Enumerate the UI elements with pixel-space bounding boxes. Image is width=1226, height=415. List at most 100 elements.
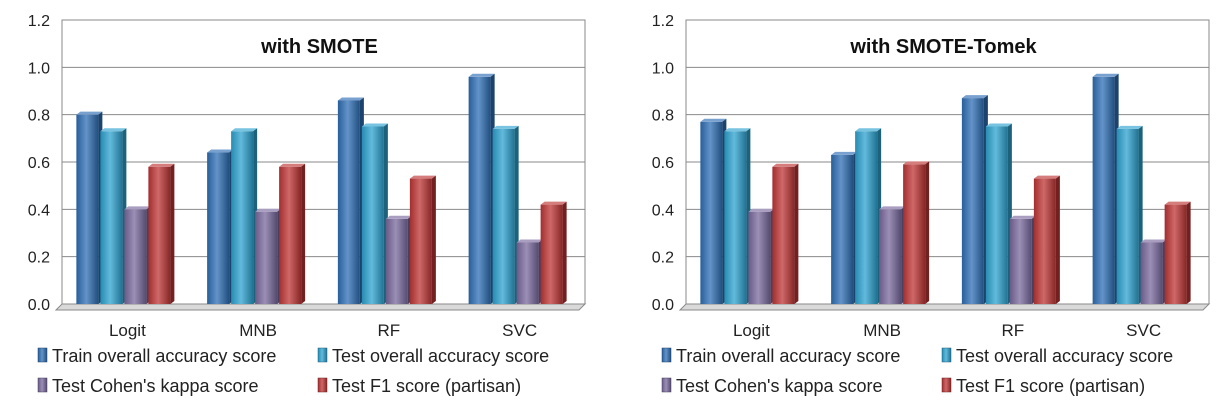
- legend-swatch: [661, 347, 672, 363]
- bar-top: [207, 149, 234, 153]
- chart-floor: [678, 303, 1211, 311]
- bar-rf-series-1: [961, 95, 988, 304]
- bar-face: [903, 164, 926, 304]
- x-tick-label: SVC: [1126, 321, 1161, 340]
- y-tick-label: 0.6: [652, 155, 674, 172]
- legend-item-4: Test F1 score (partisan): [941, 376, 1145, 396]
- bar-top: [1092, 73, 1119, 77]
- bar-rf-series-3: [385, 215, 412, 304]
- bar-face: [961, 98, 984, 304]
- bar-top: [1033, 175, 1060, 179]
- bar-face: [748, 211, 771, 304]
- bar-side: [301, 163, 306, 304]
- bar-svc-series-2: [1116, 125, 1143, 304]
- bar-face: [255, 211, 278, 304]
- bar-rf-series-3: [1009, 215, 1036, 304]
- bar-face: [385, 218, 408, 304]
- bar-top: [231, 128, 258, 132]
- bar-mnb-series-2: [855, 128, 882, 304]
- bar-logit-series-1: [76, 111, 103, 305]
- legend-item-2: Test overall accuracy score: [941, 346, 1173, 366]
- bar-rf-series-4: [409, 175, 436, 304]
- x-tick-label: Logit: [733, 321, 770, 340]
- legend-item-3: Test Cohen's kappa score: [37, 376, 259, 396]
- bar-side: [170, 163, 175, 304]
- bar-face: [100, 131, 123, 304]
- bar-top: [540, 201, 567, 205]
- bar-face: [540, 204, 563, 304]
- bar-svc-series-3: [1140, 239, 1167, 304]
- bar-top: [855, 128, 882, 132]
- bar-top: [76, 111, 103, 115]
- bar-top: [409, 175, 436, 179]
- legend-label: Test Cohen's kappa score: [52, 376, 259, 396]
- bar-top: [492, 125, 519, 129]
- bar-face: [1140, 242, 1163, 304]
- bar-rf-series-2: [361, 123, 388, 304]
- legend-swatch: [661, 377, 672, 393]
- bar-top: [516, 239, 543, 243]
- y-tick-label: 1.2: [28, 13, 50, 30]
- bar-top: [148, 163, 175, 167]
- chart-title: with SMOTE-Tomek: [849, 36, 1037, 58]
- bar-svc-series-3: [516, 239, 543, 304]
- bar-top: [724, 128, 751, 132]
- legend-swatch: [941, 347, 952, 363]
- bar-top: [255, 208, 282, 212]
- y-tick-label: 1.2: [652, 13, 674, 30]
- bar-rf-series-1: [337, 97, 364, 304]
- bar-top: [337, 97, 364, 101]
- bar-top: [903, 161, 930, 165]
- legend-swatch: [317, 377, 328, 393]
- bar-face: [1164, 204, 1187, 304]
- x-tick-label: RF: [378, 321, 401, 340]
- y-tick-label: 1.0: [652, 60, 674, 77]
- bar-face: [1009, 218, 1032, 304]
- legend-swatch: [37, 377, 48, 393]
- legend-item-1: Train overall accuracy score: [37, 346, 276, 366]
- bar-mnb-series-1: [207, 149, 234, 304]
- bar-face: [831, 154, 854, 304]
- bar-logit-series-4: [148, 163, 175, 304]
- bar-face: [361, 126, 384, 304]
- y-tick-label: 0.2: [28, 250, 50, 267]
- bar-top: [961, 95, 988, 99]
- bar-mnb-series-4: [279, 163, 306, 304]
- legend-item-2: Test overall accuracy score: [317, 346, 549, 366]
- bar-top: [1009, 215, 1036, 219]
- legend-item-3: Test Cohen's kappa score: [661, 376, 883, 396]
- y-tick-label: 0.4: [652, 202, 674, 219]
- bar-top: [879, 206, 906, 210]
- legend-swatch: [317, 347, 328, 363]
- y-tick-label: 0.0: [652, 297, 674, 314]
- bar-logit-series-2: [724, 128, 751, 304]
- bar-face: [985, 126, 1008, 304]
- bar-logit-series-3: [124, 206, 151, 304]
- bar-logit-series-3: [748, 208, 775, 304]
- bar-face: [700, 121, 723, 305]
- legend-swatch: [941, 377, 952, 393]
- bar-face: [124, 209, 147, 304]
- bar-logit-series-4: [772, 163, 799, 304]
- y-tick-label: 1.0: [28, 60, 50, 77]
- x-tick-label: MNB: [863, 321, 901, 340]
- y-tick-label: 0.8: [652, 108, 674, 125]
- bar-face: [772, 166, 795, 304]
- bar-top: [124, 206, 151, 210]
- legend-label: Train overall accuracy score: [52, 346, 276, 366]
- bar-face: [492, 128, 515, 304]
- bar-face: [76, 114, 99, 305]
- bar-side: [794, 163, 799, 304]
- bar-mnb-series-3: [255, 208, 282, 304]
- legend-label: Train overall accuracy score: [676, 346, 900, 366]
- y-tick-label: 0.6: [28, 155, 50, 172]
- bar-top: [468, 73, 495, 77]
- bar-mnb-series-2: [231, 128, 258, 304]
- bar-top: [361, 123, 388, 127]
- legend-label: Test F1 score (partisan): [332, 376, 521, 396]
- bar-svc-series-1: [468, 73, 495, 304]
- bar-face: [207, 152, 230, 304]
- x-tick-label: Logit: [109, 321, 146, 340]
